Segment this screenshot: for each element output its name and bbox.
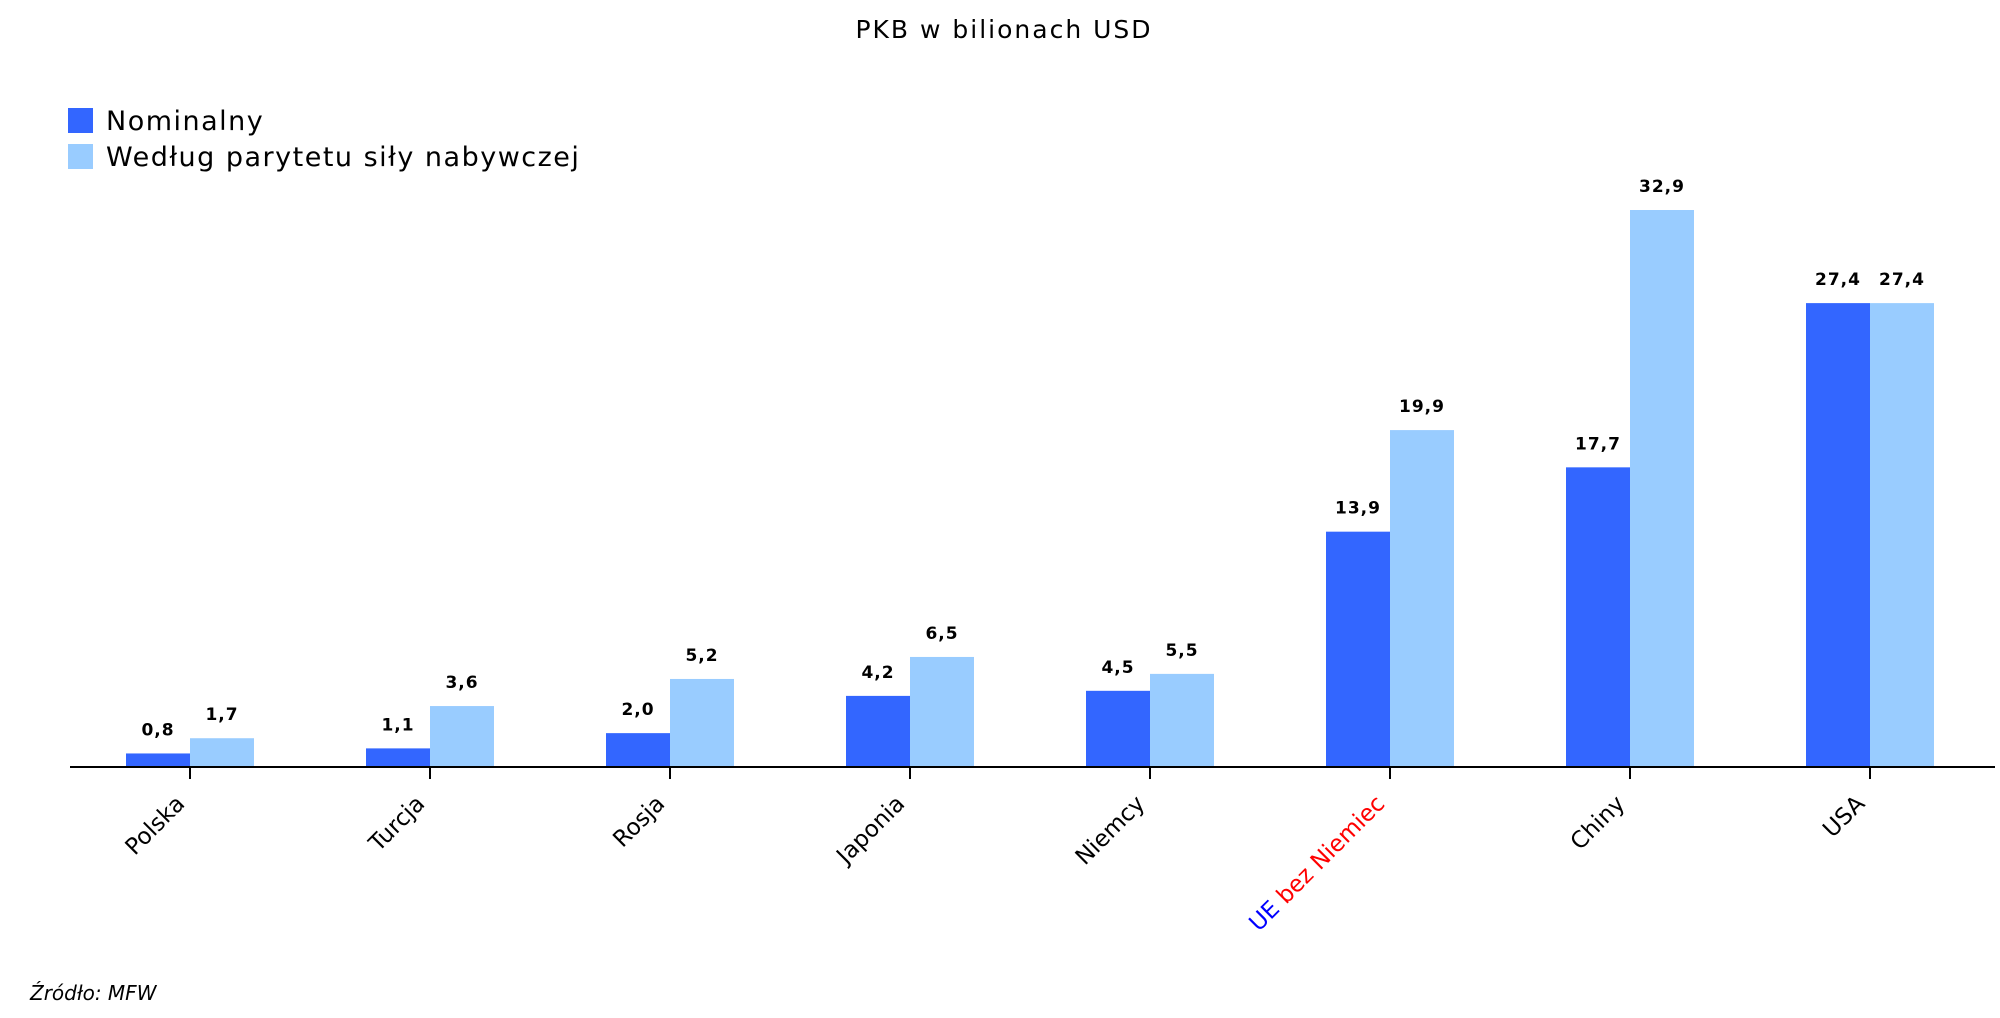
- bar-nominal-7: [1806, 303, 1870, 767]
- data-label-nominal-3: 4,2: [861, 663, 894, 683]
- category-label-0: Polska: [121, 791, 191, 861]
- category-label-7: USA: [1818, 791, 1870, 843]
- source-note: Źródło: MFW: [29, 981, 158, 1005]
- legend-swatch-nominal: [68, 108, 93, 133]
- data-label-nominal-6: 17,7: [1575, 434, 1621, 454]
- bars: [126, 210, 1934, 767]
- legend-label-nominal: Nominalny: [106, 106, 264, 137]
- bar-ppp-4: [1150, 673, 1214, 767]
- data-label-nominal-4: 4,5: [1101, 658, 1134, 678]
- bar-nominal-5: [1326, 531, 1390, 767]
- bar-ppp-2: [670, 678, 734, 767]
- chart-title: PKB w bilionach USD: [855, 15, 1152, 44]
- bar-ppp-5: [1390, 430, 1454, 767]
- bar-nominal-1: [366, 748, 430, 767]
- bar-nominal-0: [126, 753, 190, 767]
- bar-ppp-6: [1630, 210, 1694, 767]
- category-label-5: UE bez Niemiec: [1244, 791, 1390, 937]
- category-label-1: Turcja: [364, 791, 431, 858]
- legend-swatch-ppp: [68, 144, 93, 169]
- bar-ppp-7: [1870, 303, 1934, 767]
- data-label-ppp-3: 6,5: [925, 624, 958, 644]
- bar-ppp-3: [910, 656, 974, 767]
- category-labels: Polska Turcja Rosja Japonia Niemcy UE bez Nie…: [121, 791, 1871, 937]
- bar-ppp-0: [190, 738, 254, 767]
- data-label-ppp-5: 19,9: [1399, 397, 1445, 417]
- category-label-4: Niemcy: [1071, 791, 1150, 870]
- category-label-3: Japonia: [831, 791, 911, 871]
- data-label-nominal-2: 2,0: [621, 700, 654, 720]
- x-axis-ticks: [189, 767, 1871, 779]
- data-label-ppp-1: 3,6: [445, 673, 478, 693]
- bar-nominal-4: [1086, 690, 1150, 767]
- data-label-ppp-4: 5,5: [1165, 641, 1198, 661]
- category-label-2: Rosja: [608, 791, 670, 853]
- bar-nominal-6: [1566, 467, 1630, 767]
- data-label-ppp-0: 1,7: [205, 705, 238, 725]
- legend-label-ppp: Według parytetu siły nabywczej: [106, 142, 580, 173]
- data-label-ppp-7: 27,4: [1879, 270, 1925, 290]
- data-label-nominal-5: 13,9: [1335, 499, 1381, 519]
- bar-ppp-1: [430, 706, 494, 767]
- legend: Nominalny Według parytetu siły nabywczej: [68, 106, 580, 173]
- data-label-ppp-6: 32,9: [1639, 177, 1685, 197]
- data-label-nominal-1: 1,1: [381, 715, 414, 735]
- data-label-nominal-0: 0,8: [141, 720, 174, 740]
- data-label-ppp-2: 5,2: [685, 646, 718, 666]
- bar-nominal-3: [846, 695, 910, 767]
- category-label-6: Chiny: [1566, 791, 1631, 856]
- data-label-nominal-7: 27,4: [1815, 270, 1861, 290]
- bar-nominal-2: [606, 733, 670, 767]
- value-labels: 0,8 1,7 1,1 3,6 2,0 5,2 4,2 6,5 4,5 5,5 13,9 19,9 17…: [141, 177, 1925, 740]
